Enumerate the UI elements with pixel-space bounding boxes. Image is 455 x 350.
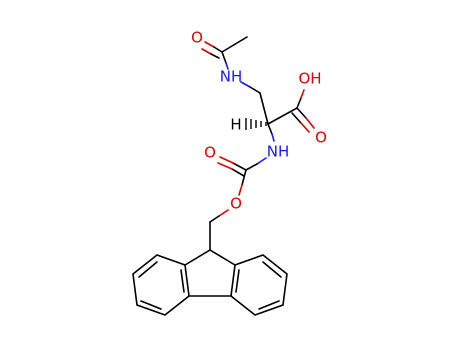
bond	[256, 157, 267, 165]
bond	[225, 62, 229, 70]
bond	[249, 86, 261, 94]
bond	[231, 168, 245, 177]
bond	[235, 269, 240, 293]
atom-label: H	[230, 116, 241, 134]
ring	[132, 254, 190, 316]
bond	[240, 81, 251, 88]
bond	[262, 261, 282, 278]
bond	[267, 107, 298, 125]
bond	[219, 156, 234, 164]
bond	[140, 300, 162, 310]
bond	[267, 123, 273, 135]
bond	[300, 89, 305, 99]
bond	[201, 48, 212, 55]
bond	[271, 133, 275, 142]
bond	[296, 107, 307, 119]
bond	[221, 36, 248, 53]
bond	[258, 300, 280, 310]
bond	[204, 41, 215, 48]
bond	[232, 162, 247, 171]
bond	[221, 51, 227, 64]
atom-labels: O NH OH O H NH O O	[191, 29, 327, 213]
bond	[209, 215, 220, 223]
bonds	[132, 36, 315, 316]
bond	[305, 117, 315, 129]
bond	[245, 163, 258, 171]
atom-label: OH	[298, 70, 321, 88]
atom-label: NH	[267, 143, 290, 161]
bond	[138, 261, 158, 278]
bond	[291, 112, 302, 124]
bond	[241, 169, 247, 186]
bond	[209, 249, 236, 266]
atom-label: O	[191, 29, 203, 47]
bond	[296, 97, 302, 109]
atom-label: NH	[220, 68, 243, 86]
atom-label: O	[315, 129, 327, 147]
bond	[300, 122, 310, 133]
bond	[184, 249, 211, 266]
ring	[230, 254, 288, 316]
bond	[218, 209, 229, 217]
atom-label: O	[230, 195, 242, 213]
atom-label: O	[204, 144, 216, 162]
bond	[180, 269, 185, 293]
bond	[213, 46, 223, 53]
bond	[259, 92, 269, 125]
bond	[210, 53, 220, 59]
bond	[217, 162, 233, 170]
bond	[238, 184, 243, 196]
hashed-wedge	[245, 118, 267, 130]
